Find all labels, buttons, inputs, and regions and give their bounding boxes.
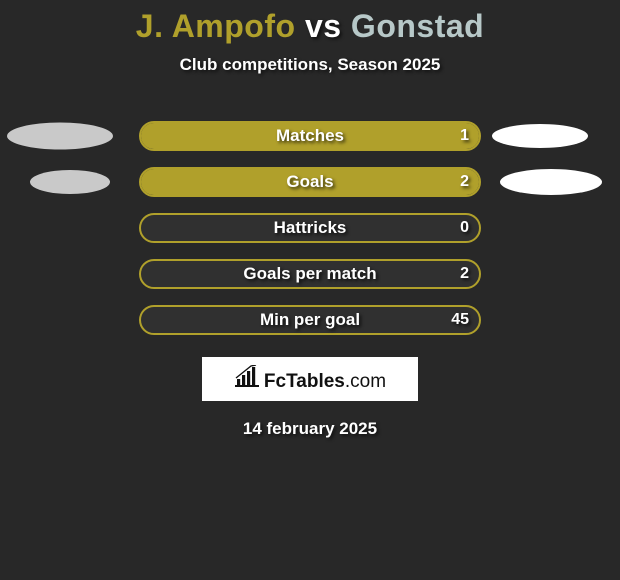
side-ellipse-right — [500, 169, 602, 195]
stat-value-right: 1 — [460, 127, 469, 145]
stat-value-right: 2 — [460, 265, 469, 283]
title-player2: Gonstad — [351, 8, 484, 44]
logo-box: FcTables.com — [202, 357, 418, 401]
subtitle: Club competitions, Season 2025 — [0, 55, 620, 75]
logo-domain: .com — [345, 371, 386, 392]
stat-bar: Matches 1 — [139, 121, 481, 151]
stat-label: Goals — [286, 172, 333, 192]
logo-name: FcTables — [264, 371, 345, 392]
title-vs: vs — [305, 8, 342, 44]
stat-row: Goals per match 2 — [0, 251, 620, 297]
stat-row: Hattricks 0 — [0, 205, 620, 251]
stat-rows: Matches 1 Goals 2 Hattricks 0 Goals per match 2… — [0, 113, 620, 343]
stat-value-right: 45 — [451, 311, 469, 329]
stat-label: Goals per match — [243, 264, 376, 284]
bar-chart-icon — [234, 365, 260, 392]
stat-bar: Hattricks 0 — [139, 213, 481, 243]
fctables-logo: FcTables.com — [234, 365, 386, 393]
stat-label: Min per goal — [260, 310, 360, 330]
stat-label: Hattricks — [274, 218, 347, 238]
stat-bar: Goals per match 2 — [139, 259, 481, 289]
stat-label: Matches — [276, 126, 344, 146]
logo-text: FcTables.com — [264, 371, 386, 393]
stat-value-right: 0 — [460, 219, 469, 237]
side-ellipse-right — [492, 124, 588, 148]
stat-bar: Min per goal 45 — [139, 305, 481, 335]
title-player1: J. Ampofo — [136, 8, 296, 44]
stat-bar: Goals 2 — [139, 167, 481, 197]
stat-row: Min per goal 45 — [0, 297, 620, 343]
infographic-container: J. Ampofo vs Gonstad Club competitions, … — [0, 0, 620, 439]
date-label: 14 february 2025 — [0, 419, 620, 439]
stat-value-right: 2 — [460, 173, 469, 191]
side-ellipse-left — [30, 170, 110, 194]
stat-row: Goals 2 — [0, 159, 620, 205]
page-title: J. Ampofo vs Gonstad — [0, 8, 620, 45]
stat-row: Matches 1 — [0, 113, 620, 159]
side-ellipse-left — [7, 123, 113, 150]
